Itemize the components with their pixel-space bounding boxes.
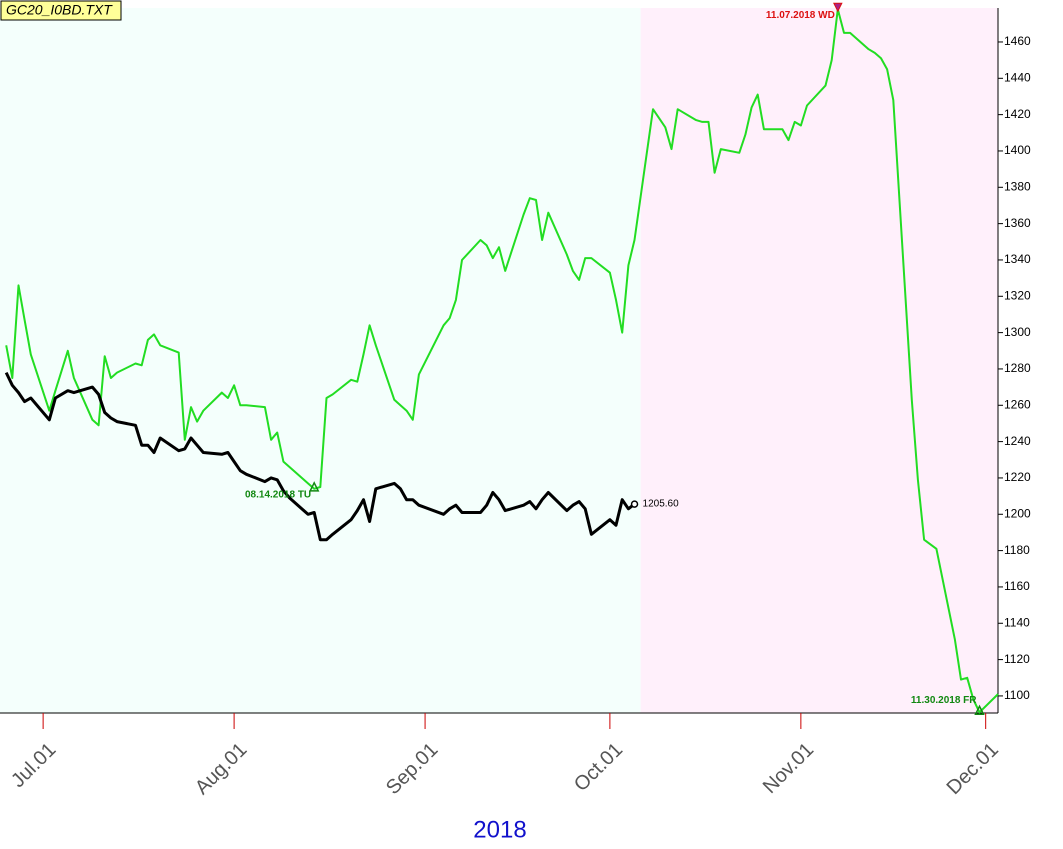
x-tick-label: Dec.01 <box>943 739 1003 799</box>
y-tick-label: 1320 <box>1004 288 1031 302</box>
y-tick-label: 1340 <box>1004 252 1031 266</box>
y-tick-label: 1300 <box>1004 325 1031 339</box>
y-tick-label: 1440 <box>1004 70 1031 84</box>
annotation-marker <box>308 481 320 492</box>
x-tick-label: Aug.01 <box>191 739 251 799</box>
x-tick-label: Sep.01 <box>382 739 442 799</box>
y-tick-label: 1180 <box>1004 543 1030 557</box>
y-tick-label: 1420 <box>1004 107 1031 121</box>
x-tick-label: Jul.01 <box>7 739 60 792</box>
y-tick-label: 1460 <box>1004 34 1031 48</box>
annotation-label: 11.07.2018 WD <box>766 10 835 21</box>
y-tick-label: 1260 <box>1004 397 1031 411</box>
annotation-label: 08.14.2018 TU <box>245 489 311 500</box>
x-tick-label: Nov.01 <box>759 739 818 798</box>
annotation-marker <box>974 704 985 716</box>
background <box>0 8 998 713</box>
annotation-marker <box>833 2 843 13</box>
annotation-label: 11.30.2018 FR <box>911 695 977 706</box>
x-tick-label: Oct.01 <box>570 739 627 796</box>
y-tick-label: 1120 <box>1004 652 1030 666</box>
shaded-region <box>0 8 641 713</box>
shaded-region <box>640 8 998 713</box>
value-label: 1205.60 <box>643 499 680 510</box>
x-axis-label: 2018 <box>473 816 526 843</box>
end-marker <box>630 500 639 508</box>
y-tick-label: 1360 <box>1004 216 1031 230</box>
y-tick-label: 1240 <box>1004 434 1031 448</box>
y-tick-label: 1140 <box>1004 615 1030 629</box>
series-line <box>4 371 636 542</box>
chart-title: GC20_I0BD.TXT <box>6 2 113 18</box>
title-box <box>0 0 122 21</box>
series-line <box>5 8 999 714</box>
y-tick-label: 1380 <box>1004 179 1031 193</box>
y-tick-label: 1100 <box>1004 688 1030 702</box>
y-tick-label: 1160 <box>1004 579 1030 593</box>
y-tick-label: 1200 <box>1004 506 1031 520</box>
y-tick-label: 1400 <box>1004 143 1031 157</box>
y-tick-label: 1220 <box>1004 470 1031 484</box>
y-tick-label: 1280 <box>1004 361 1031 375</box>
